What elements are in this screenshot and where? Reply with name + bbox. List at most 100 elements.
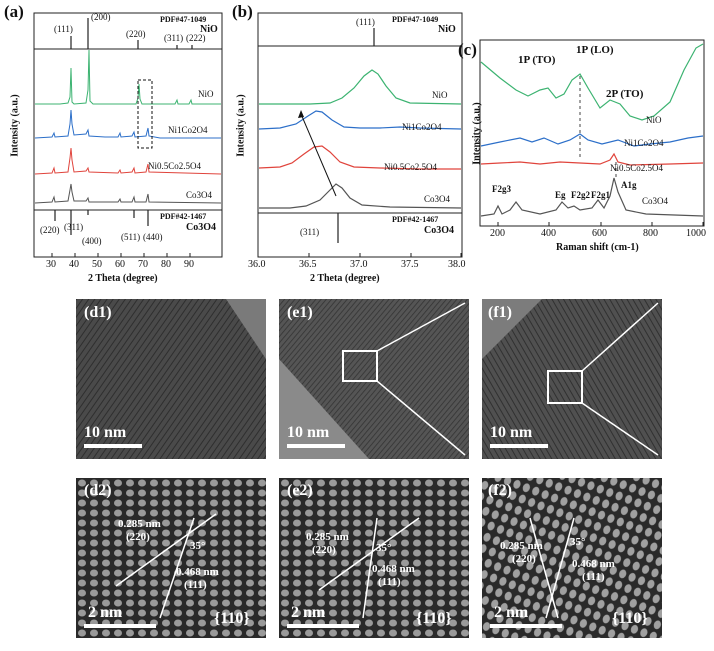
a-curve-label-ni1: Ni1Co2O4 [168,125,208,135]
hrtem-zone-f2: {110} [612,610,648,627]
c-xtick-1000: 1000 [686,228,706,239]
a-xtick-30: 30 [46,259,56,270]
b-curve-ni1co2o4 [258,110,462,130]
b-curve-label-ni05: Ni0.5Co2.5O4 [384,162,438,172]
c-xtick-600: 600 [592,228,607,239]
ref-bottom-frame [33,209,223,258]
a-xtick-70: 70 [138,259,148,270]
c-peak-eg: Eg [555,190,566,200]
hrtem-label-d2: (d2) [84,482,112,499]
a-bpeak-440: (440) [143,232,163,242]
c-curve-label-ni1: Ni1Co2O4 [624,138,664,148]
hrtem-scale-f2: 2 nm [494,604,529,621]
xrd-curve-ni1co2o4 [34,109,221,139]
f2-dspacing-2: 0.468 nm [572,558,615,570]
a-bpeak-220: (220) [40,225,60,235]
c-xtick-200: 200 [490,228,505,239]
a-xtick-40: 40 [69,259,79,270]
b-curve-co3o4 [259,183,462,209]
tem-label-d1: (d1) [84,304,112,321]
b-xlabel: 2 Theta (degree) [310,273,380,284]
a-bpeak-400: (400) [82,236,102,246]
a-xlabel: 2 Theta (degree) [88,273,158,284]
f2-dspacing-1: 0.285 nm [500,540,543,552]
panel-a-label: (a) [4,2,24,21]
b-xtick-37.0: 37.0 [350,259,368,270]
hrtem-scale-bar-d2 [84,624,156,628]
zoom-box-e1 [342,350,378,382]
a-xtick-90: 90 [184,259,194,270]
hrtem-scale-d2: 2 nm [88,604,123,621]
raman-curve-co3o4 [480,177,704,217]
a-peak-111: (111) [54,24,73,34]
c-xlabel: Raman shift (cm-1) [556,242,639,253]
b-xtick-36.5: 36.5 [299,259,317,270]
hrtem-image-f2 [482,478,662,638]
panel-c-label: (c) [458,40,477,59]
c-peak-f2g1: F2g1 [591,190,610,200]
a-ylabel: Intensity (a.u.) [9,94,21,157]
xrd-chart-a [33,12,223,258]
e2-plane-2: (111) [378,576,401,588]
d2-plane-1: (220) [126,531,150,543]
b-xtick-36.0: 36.0 [248,259,266,270]
e2-dspacing-2: 0.468 nm [372,563,415,575]
c-curve-label-nio: NiO [646,115,662,125]
tem-scale-bar-f1 [490,444,548,448]
d2-dspacing-2: 0.468 nm [176,566,219,578]
hrtem-image-e2 [279,478,469,638]
xrd-chart-b [257,12,463,258]
c-mode-1p-to: 1P (TO) [518,54,556,66]
tem-scale-bar-d1 [84,444,142,448]
a-peak-220: (220) [126,29,146,39]
a-curve-label-nio: NiO [198,89,214,99]
b-ref-bottom-name: Co3O4 [424,225,454,236]
tem-scale-bar-e1 [287,444,345,448]
b-curve-ni05co25o4 [258,145,461,170]
tem-scale-f1: 10 nm [490,424,533,441]
zoom-region-box [137,79,153,149]
a-xtick-80: 80 [161,259,171,270]
tem-image-d1 [76,299,266,459]
c-mode-1p-lo: 1P (LO) [576,44,614,56]
xrd-curve-nio [35,49,221,105]
a-curve-label-ni05: Ni0.5Co2.5O4 [148,161,202,171]
b-curve-label-ni1: Ni1Co2O4 [402,122,442,132]
c-peak-f2g2: F2g2 [571,190,590,200]
a-bpeak-511: (511) [121,232,141,242]
a-ref-bottom-id: PDF#42-1467 [160,212,207,221]
a-ref-top-name: NiO [200,24,218,35]
e2-plane-1: (220) [312,544,336,556]
d2-plane-2: (111) [184,579,207,591]
c-xtick-800: 800 [643,228,658,239]
a-peak-200: (200) [91,12,111,22]
tem-label-e1: (e1) [287,304,313,321]
b-xtick-38.0: 38.0 [448,259,466,270]
raman-curve-ni1co2o4 [480,133,704,147]
b-ref-bottom-id: PDF#42-1467 [392,215,439,224]
tem-label-f1: (f1) [488,304,512,321]
b-ref-top-name: NiO [438,24,456,35]
a-curve-label-co3o4: Co3O4 [186,190,213,200]
a-peak-311: (311) [164,33,184,43]
a-ref-bottom-name: Co3O4 [186,222,216,233]
b-shift-arrow [300,113,337,197]
d2-dspacing-1: 0.285 nm [118,518,161,530]
e2-angle: 35° [376,542,392,554]
raman-chart-c [479,39,705,227]
xrd-curve-ni05co25o4 [34,147,222,175]
raman-curve-ni05co25o4 [480,152,704,166]
tem-image-e1 [279,299,469,459]
d2-angle: 35° [190,540,206,552]
b-curve-nio [259,69,462,105]
b-bpeak-311: (311) [300,227,320,237]
a-bpeak-311: (311) [64,222,84,232]
hrtem-scale-e2: 2 nm [291,604,326,621]
b-peak-111: (111) [356,17,375,27]
tem-image-f1 [482,299,662,459]
b-ylabel: Intensity (a.u.) [235,94,247,157]
a-xtick-50: 50 [92,259,102,270]
hrtem-scale-bar-f2 [490,624,562,628]
tem-scale-e1: 10 nm [287,424,330,441]
hrtem-label-f2: (f2) [488,482,512,499]
